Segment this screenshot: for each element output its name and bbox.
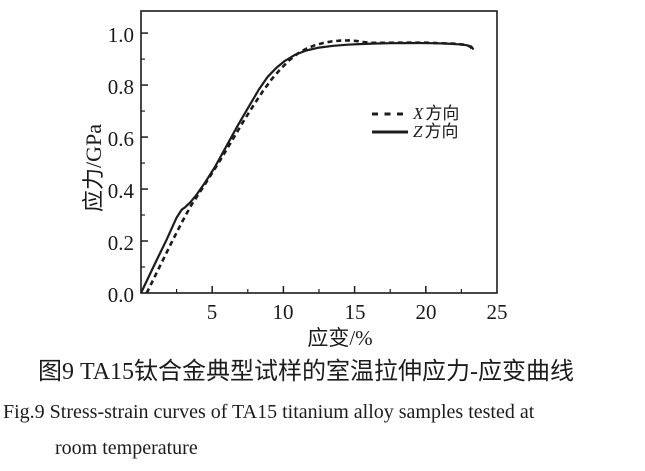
x-tick-label: 20	[415, 300, 437, 324]
x-tick-label: 10	[272, 300, 294, 324]
series-X方向	[145, 39, 474, 294]
x-tick-label: 15	[344, 300, 366, 324]
y-tick-label: 0.8	[107, 75, 134, 99]
legend-item-x-direction: X 方向	[371, 105, 459, 122]
y-tick-label: 0.2	[107, 231, 134, 255]
y-tick-label: 1.0	[107, 23, 134, 47]
figure-caption-english-line2: room temperature	[55, 437, 198, 459]
x-tick-label: 25	[486, 300, 508, 324]
legend-label: Z 方向	[413, 122, 459, 141]
solid-line-sample-icon	[372, 130, 408, 133]
y-tick-label: 0.4	[107, 179, 134, 203]
y-tick-label: 0.0	[107, 283, 134, 307]
legend-label: X 方向	[413, 104, 460, 123]
dashed-line-sample-icon	[372, 112, 408, 115]
x-axis-label: 应变/%	[307, 326, 373, 350]
x-tick-label: 5	[206, 300, 218, 324]
chart-legend: X 方向 Z 方向	[371, 105, 459, 140]
stress-strain-chart	[140, 10, 498, 294]
legend-item-z-direction: Z 方向	[371, 123, 459, 140]
figure-caption-chinese: 图9 TA15钛合金典型试样的室温拉伸应力-应变曲线	[37, 359, 575, 385]
figure-caption-english-line1: Fig.9 Stress-strain curves of TA15 titan…	[3, 401, 535, 423]
y-tick-label: 0.6	[107, 127, 134, 151]
y-axis-label: 应力/GPa	[81, 124, 106, 213]
series-Z方向	[140, 41, 475, 294]
